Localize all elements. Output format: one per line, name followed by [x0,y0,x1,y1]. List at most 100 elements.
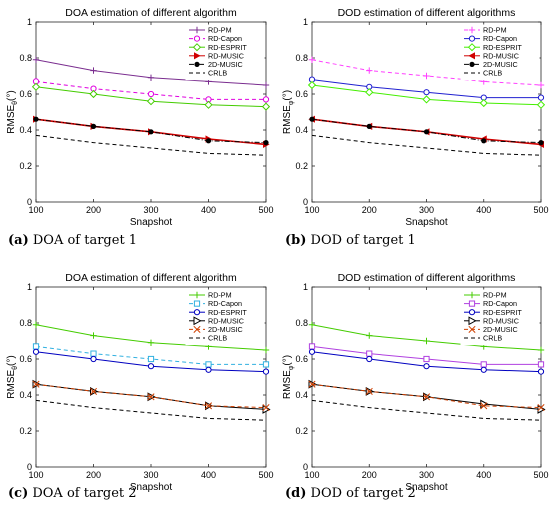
chart-panel-4: DOD estimation of different algorithms10… [282,272,549,501]
x-tick-label: 500 [533,205,548,215]
data-point [422,393,431,401]
panel-caption-label: (a) [8,233,29,248]
x-axis-label: Snapshot [130,482,172,493]
series-rd-esprit [307,80,546,109]
x-tick-label: 100 [304,205,319,215]
data-point [262,361,270,368]
panel-caption-text: DOD of target 2 [306,486,415,501]
x-tick-label: 400 [201,205,216,215]
series-2d-music [308,380,545,412]
series-rd-pm [308,321,545,354]
legend-label: 2D-MUSIC [208,60,243,69]
y-axis-label: RMSEφ(°) [282,355,295,399]
x-tick-label: 100 [28,205,43,215]
data-point [90,332,97,339]
data-point [309,116,315,122]
panel-caption: (c) DOA of target 2 [8,486,137,501]
legend-marker [469,61,475,67]
y-tick-label: 0.2 [19,161,32,171]
legend-label: RD-PM [483,291,507,300]
y-tick-label: 0.8 [295,318,308,328]
legend-marker [468,316,477,326]
data-point [90,355,97,363]
data-point [204,100,213,109]
series-rd-pm [308,56,545,89]
data-point [147,393,155,401]
legend-marker [468,291,476,299]
data-point [205,366,212,373]
y-tick-label: 0.6 [295,89,308,99]
data-point [537,94,545,101]
chart-title: DOA estimation of different algorithm [65,7,237,19]
legend-box [460,289,540,346]
data-point [263,140,269,146]
legend-label: CRLB [208,69,227,78]
legend-label: RD-ESPRIT [208,43,247,52]
y-axis-label: RMSEθ(°) [6,355,19,398]
data-point [147,339,155,346]
series-crlb [35,399,267,421]
data-point [365,387,373,395]
legend-label: RD-Capon [208,34,242,43]
data-point [147,74,155,81]
legend-marker [193,291,201,299]
data-point [366,332,373,339]
series-2d-music [33,116,269,146]
data-point [262,368,270,375]
legend-label: RD-MUSIC [208,316,244,325]
y-tick-label: 0.4 [295,390,308,400]
legend-box [185,289,265,346]
data-point [32,343,40,350]
x-tick-label: 500 [533,470,548,480]
x-axis-label: Snapshot [405,482,447,493]
data-point [423,355,430,363]
data-point [480,361,487,368]
y-tick-label: 0.4 [19,390,32,400]
y-axis-label: RMSEφ(°) [282,90,295,134]
data-point [423,363,430,370]
data-point [146,97,156,106]
data-point [89,387,98,395]
y-tick-label: 0 [27,462,32,472]
legend-label: 2D-MUSIC [483,325,518,334]
legend-marker [468,26,476,34]
chart-title: DOA estimation of different algorithm [65,272,237,284]
legend-marker [468,325,476,333]
data-point [479,98,488,108]
series-crlb [35,134,267,156]
legend-label: 2D-MUSIC [208,325,243,334]
data-point [147,355,155,363]
x-tick-label: 300 [419,205,434,215]
data-point [537,404,545,412]
y-axis-label-subscript: θ [12,101,19,105]
y-tick-label: 0.2 [19,426,32,436]
data-point [204,402,213,410]
legend-marker [194,61,200,67]
x-tick-label: 200 [362,470,377,480]
series-rd-capon [308,343,545,368]
data-point [481,138,487,144]
legend-marker [467,43,477,52]
y-tick-label: 0 [303,197,308,207]
series-rd-esprit [308,348,545,375]
data-point [537,361,545,368]
data-point [308,348,316,355]
y-tick-label: 0.4 [295,125,308,135]
y-tick-label: 1 [303,17,308,27]
x-tick-label: 400 [476,470,491,480]
data-point [148,129,154,135]
data-point [262,404,270,412]
data-point [262,81,270,89]
data-point [423,337,430,345]
data-point [308,56,316,63]
series-line [311,134,542,156]
data-point [147,363,155,370]
data-point [536,100,546,109]
y-tick-label: 0.8 [19,318,32,328]
x-tick-label: 500 [258,205,273,215]
data-point [308,343,316,350]
series-line [311,399,542,421]
chart-panel-2: DOD estimation of different algorithms10… [282,7,549,248]
series-line [35,134,267,156]
